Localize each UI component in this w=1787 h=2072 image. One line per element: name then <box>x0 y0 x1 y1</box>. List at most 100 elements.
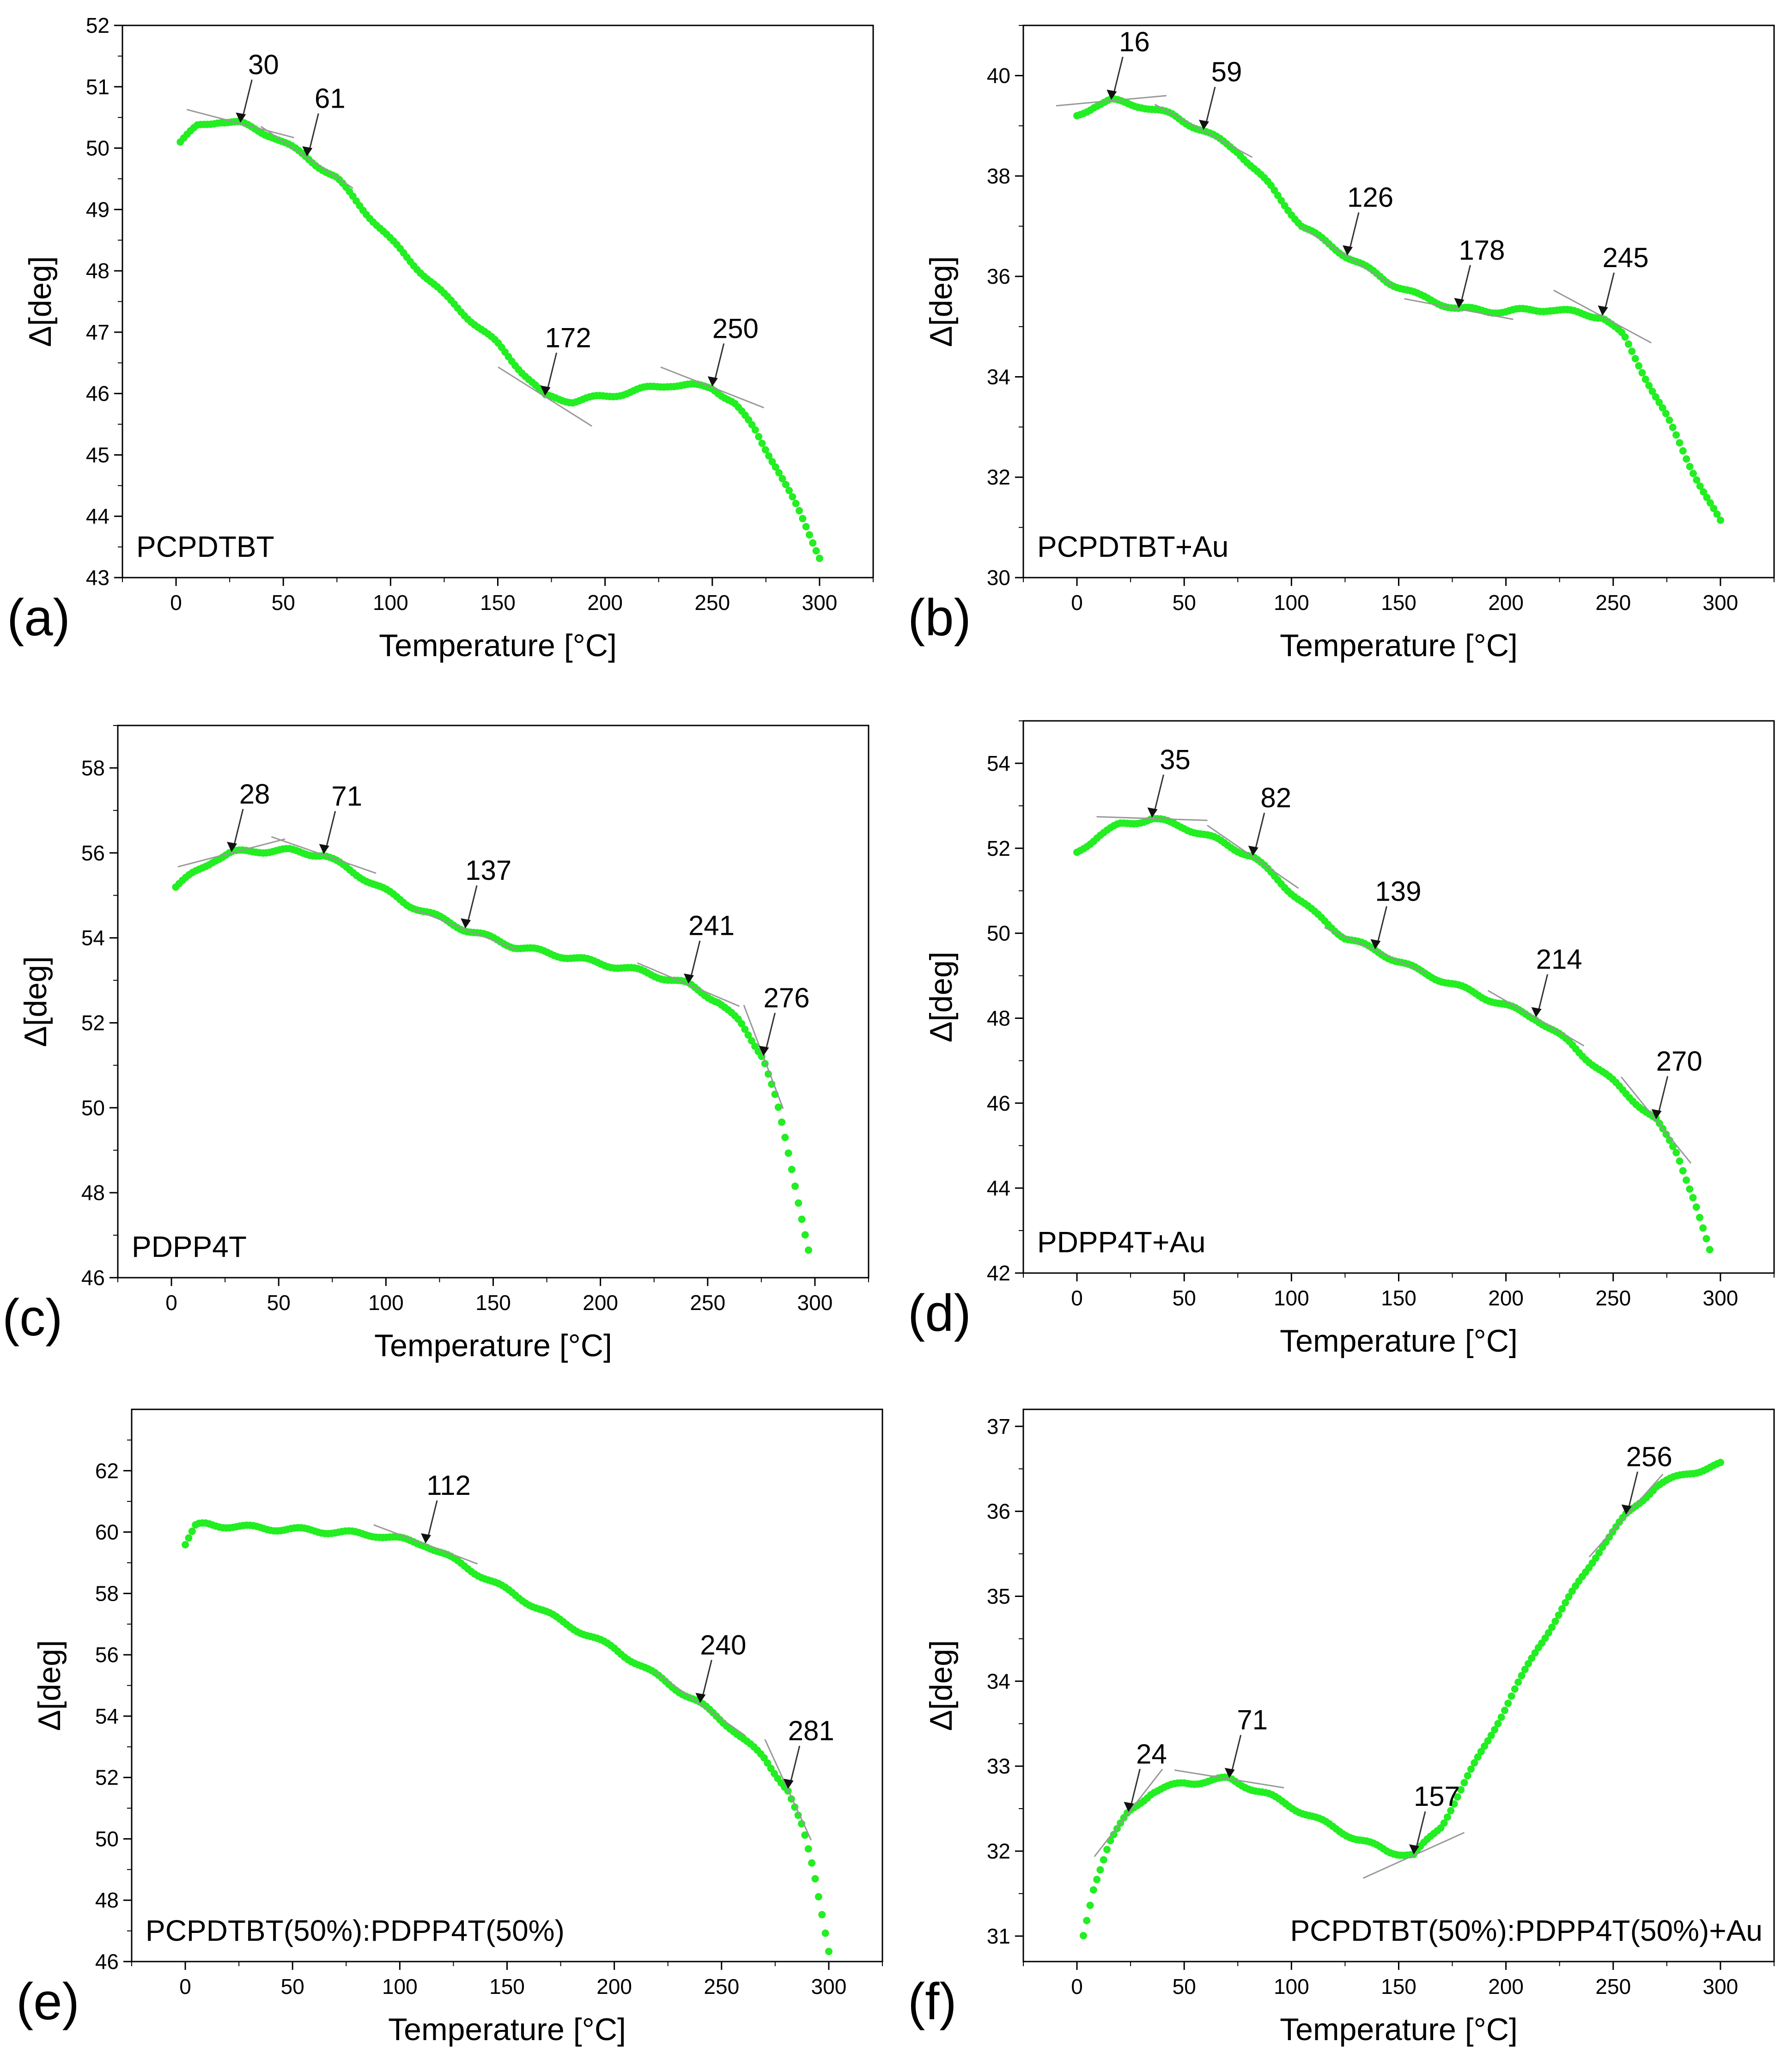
y-tick-label: 44 <box>86 504 109 528</box>
material-label: PDPP4T <box>132 1230 247 1263</box>
annotation-arrow <box>1112 56 1124 97</box>
material-label: PDPP4T+Au <box>1037 1225 1206 1259</box>
transition-temperature-label: 28 <box>239 779 270 810</box>
tangent-line <box>1096 816 1208 821</box>
y-tick-label: 34 <box>987 1669 1010 1693</box>
y-tick-label: 54 <box>987 751 1010 775</box>
y-tick-label: 44 <box>987 1176 1010 1200</box>
transition-temperature-label: 240 <box>700 1629 746 1660</box>
data-point <box>802 523 810 530</box>
chart-panel: 0 50 100 150 200 250 300 46 48 50 52 54 56 58 60 62 Temp… <box>16 1408 883 2047</box>
data-point <box>1562 1599 1569 1607</box>
data-point <box>1655 398 1663 406</box>
data-point <box>738 1020 746 1028</box>
data-point <box>1504 1700 1512 1707</box>
data-point <box>1487 1731 1495 1739</box>
data-point <box>1558 1605 1566 1613</box>
annotation-arrow <box>689 940 701 981</box>
x-tick-label: 150 <box>480 591 516 615</box>
data-point <box>761 446 769 454</box>
data-point <box>1628 347 1636 355</box>
data-point <box>1692 1203 1700 1211</box>
annotation-arrow <box>1415 1811 1426 1851</box>
arrow-head <box>695 1693 706 1703</box>
arrow-head <box>1651 1109 1662 1120</box>
y-tick-label: 50 <box>86 136 109 160</box>
x-tick-label: 250 <box>1595 591 1631 615</box>
annotation-arrow <box>1254 812 1265 853</box>
data-point <box>1706 499 1714 507</box>
y-tick-label: 51 <box>86 75 109 99</box>
tangent-line <box>1621 1076 1692 1164</box>
transition-temperature-label: 126 <box>1347 182 1393 213</box>
data-point <box>1641 375 1649 383</box>
data-point <box>1592 1554 1599 1562</box>
arrow-head <box>1106 89 1117 100</box>
y-tick-label: 33 <box>987 1754 1010 1778</box>
y-tick-label: 37 <box>987 1414 1010 1438</box>
data-point <box>774 1103 782 1111</box>
data-point <box>1457 1786 1465 1794</box>
y-tick-label: 56 <box>81 841 105 865</box>
arrow-head <box>1370 939 1381 950</box>
y-tick-label: 58 <box>95 1581 119 1605</box>
data-point <box>185 1534 193 1542</box>
data-point <box>1702 1235 1710 1243</box>
plot-frame <box>1022 720 1775 1274</box>
y-tick-label: 48 <box>95 1888 119 1912</box>
transition-temperature-label: 61 <box>315 83 346 114</box>
y-tick-label: 58 <box>81 756 105 780</box>
y-tick-label: 40 <box>987 64 1010 88</box>
tangent-line <box>177 838 286 868</box>
data-point <box>1659 404 1666 412</box>
data-point <box>1703 494 1711 501</box>
y-tick-label: 43 <box>86 566 109 590</box>
annotation-arrow <box>426 1500 438 1540</box>
x-tick-label: 200 <box>587 591 623 615</box>
tangent-line <box>1404 298 1513 320</box>
data-point <box>755 433 763 440</box>
annotation-arrow <box>1537 974 1549 1014</box>
chart-panel: 0 50 100 150 200 250 300 30 32 34 36 38 40 Temperatur… <box>908 24 1775 663</box>
y-tick-label: 52 <box>86 13 109 37</box>
annotation-arrow <box>466 885 478 925</box>
tangent-line <box>1094 1768 1163 1857</box>
annotation-arrow <box>1204 86 1216 127</box>
x-tick-label: 0 <box>1071 1286 1083 1310</box>
data-point <box>1699 1224 1707 1232</box>
tangent-line <box>1174 1769 1284 1789</box>
x-axis-title: Temperature [°C] <box>1280 2012 1518 2047</box>
plot-frame <box>117 725 869 1279</box>
x-tick-label: 0 <box>1071 1974 1083 1999</box>
data-point <box>1669 1142 1677 1150</box>
data-point <box>1652 393 1659 401</box>
data-point <box>1110 1831 1118 1839</box>
data-point <box>1645 382 1653 390</box>
arrow-head <box>783 1779 794 1789</box>
annotation-arrow <box>1348 212 1360 252</box>
data-point <box>1555 1611 1562 1619</box>
data-point <box>764 1759 772 1767</box>
data-point <box>799 515 807 523</box>
tangent-line <box>660 366 765 408</box>
annotation-arrow <box>1153 774 1165 814</box>
data-point <box>1096 1866 1104 1874</box>
data-point <box>1093 1876 1101 1883</box>
x-tick-label: 300 <box>811 1974 847 1999</box>
data-point <box>1491 1726 1499 1734</box>
y-tick-label: 31 <box>987 1924 1010 1948</box>
x-tick-label: 200 <box>1488 591 1524 615</box>
arrow-head <box>759 1046 769 1056</box>
tangent-line <box>373 1524 478 1565</box>
data-point <box>1665 416 1673 424</box>
y-axis-title: Δ[deg] <box>924 951 959 1042</box>
panel-letter: (a) <box>7 589 70 646</box>
transition-temperature-label: 112 <box>426 1470 471 1501</box>
transition-temperature-label: 30 <box>248 49 279 80</box>
data-point <box>1548 1623 1556 1631</box>
data-point <box>768 458 776 466</box>
tangent-line <box>1588 1474 1664 1558</box>
material-label: PCPDTBT(50%):PDPP4T(50%) <box>146 1914 565 1947</box>
chart-panel: 0 50 100 150 200 250 300 42 44 46 48 50 52 54 Temperat… <box>908 720 1775 1359</box>
x-tick-label: 100 <box>373 591 408 615</box>
